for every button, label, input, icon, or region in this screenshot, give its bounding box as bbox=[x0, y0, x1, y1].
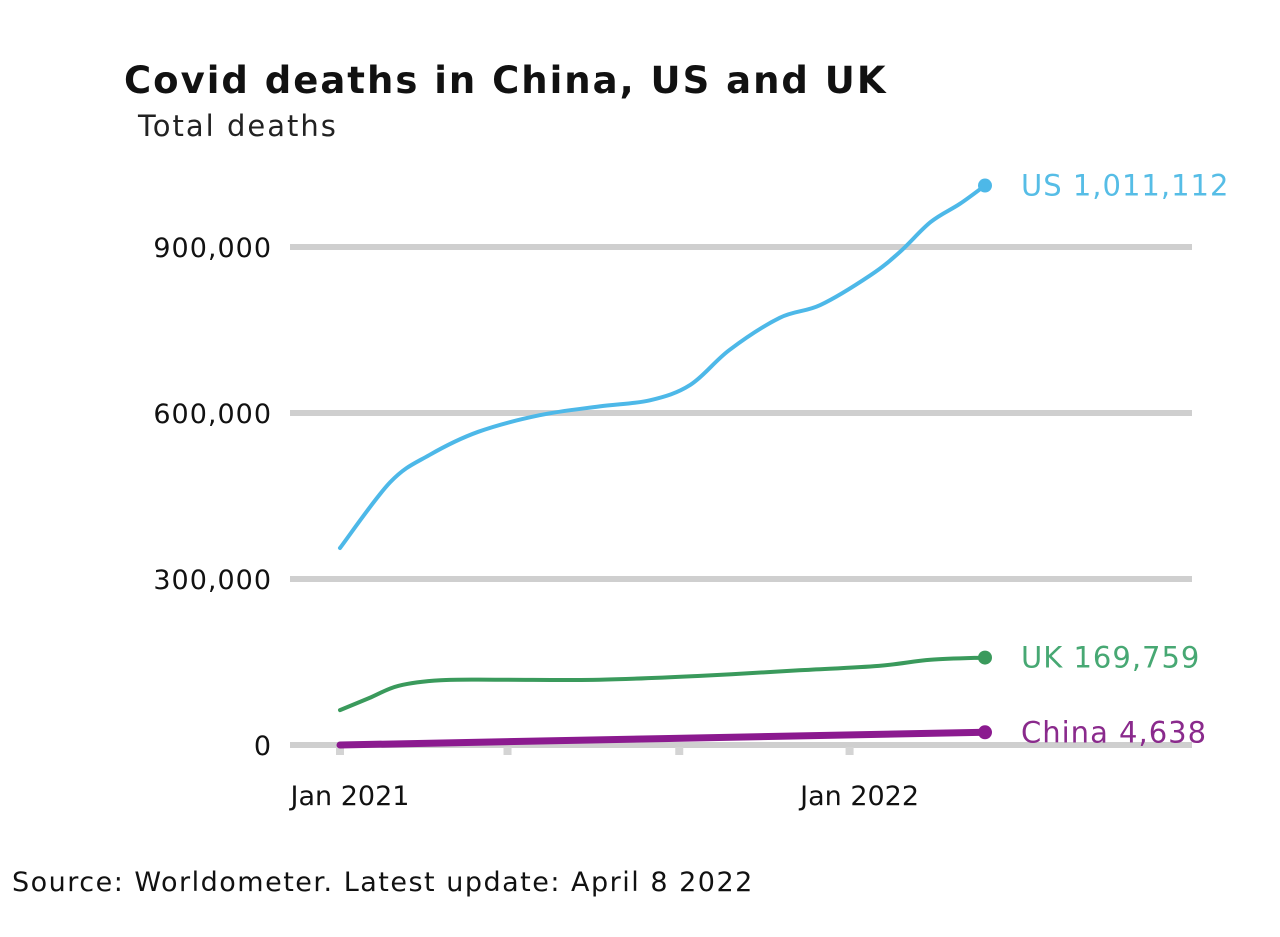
end-label-china: China 4,638 bbox=[1021, 715, 1207, 749]
x-tick-mark bbox=[845, 747, 854, 755]
end-point-china bbox=[978, 725, 992, 740]
y-axis: 0 300,000 600,000 900,000 bbox=[153, 233, 272, 762]
chart-subtitle: Total deaths bbox=[137, 109, 338, 143]
series-line-us bbox=[338, 183, 987, 551]
end-point-uk bbox=[978, 650, 992, 665]
x-tick-label: Jan 2022 bbox=[798, 781, 919, 812]
y-tick-label: 300,000 bbox=[153, 565, 272, 596]
x-tick-label: Jan 2021 bbox=[289, 781, 410, 812]
source-note: Source: Worldometer. Latest update: Apri… bbox=[12, 867, 754, 898]
x-tick-mark bbox=[675, 747, 684, 755]
y-tick-label: 900,000 bbox=[153, 233, 272, 264]
x-tick-mark bbox=[336, 747, 344, 755]
end-label-uk: UK 169,759 bbox=[1021, 641, 1200, 675]
x-axis: Jan 2021 Jan 2022 bbox=[289, 747, 919, 812]
series-line-china bbox=[336, 728, 989, 749]
chart-title: Covid deaths in China, US and UK bbox=[124, 59, 888, 102]
y-tick-label: 0 bbox=[254, 731, 272, 762]
x-tick-mark bbox=[503, 747, 512, 755]
end-label-us: US 1,011,112 bbox=[1021, 169, 1229, 203]
gridlines bbox=[290, 244, 1192, 748]
series-lines: US 1,011,112 UK 169,759 China 4,638 bbox=[336, 169, 1229, 749]
y-tick-label: 600,000 bbox=[153, 399, 272, 430]
end-point-us bbox=[978, 178, 992, 193]
series-line-uk bbox=[338, 655, 987, 713]
